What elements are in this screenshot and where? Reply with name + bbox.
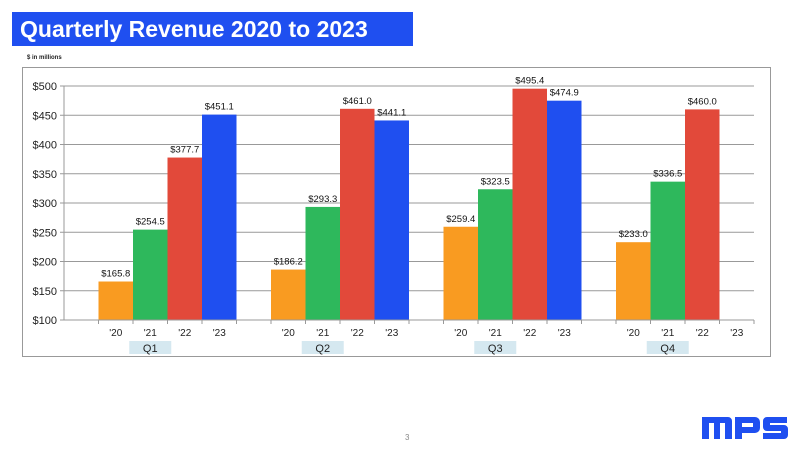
bar xyxy=(685,109,720,321)
bar xyxy=(443,226,478,320)
data-label: $323.5 xyxy=(481,176,510,187)
x-tick-label: '22 xyxy=(351,328,364,339)
data-label: $186.2 xyxy=(274,257,303,268)
group-label-bg xyxy=(129,341,172,354)
data-label: $377.7 xyxy=(170,145,199,156)
group-label: Q2 xyxy=(315,343,330,355)
x-tick-label: '23 xyxy=(213,328,226,339)
mps-logo xyxy=(702,417,788,439)
x-tick-label: '23 xyxy=(730,328,743,339)
x-tick-label: '21 xyxy=(661,328,674,339)
y-tick-label: $450 xyxy=(33,110,57,122)
data-label: $259.4 xyxy=(446,214,475,225)
data-label: $461.0 xyxy=(343,96,372,107)
y-tick-label: $150 xyxy=(33,286,57,298)
slide-title: Quarterly Revenue 2020 to 2023 xyxy=(12,12,413,46)
bar xyxy=(547,100,582,320)
page-number: 3 xyxy=(405,433,410,442)
data-label: $254.5 xyxy=(136,217,165,228)
y-tick-label: $500 xyxy=(33,81,57,93)
y-tick-label: $250 xyxy=(33,227,57,239)
bar xyxy=(512,88,547,320)
bar xyxy=(374,120,409,320)
x-tick-label: '20 xyxy=(109,328,122,339)
data-label: $474.9 xyxy=(550,88,579,99)
x-tick-label: '23 xyxy=(558,328,571,339)
y-tick-label: $100 xyxy=(33,315,57,327)
x-tick-label: '21 xyxy=(144,328,157,339)
bar xyxy=(616,242,651,320)
unit-label: $ in millions xyxy=(27,55,62,61)
x-tick-label: '22 xyxy=(178,328,191,339)
data-label: $451.1 xyxy=(205,102,234,113)
x-tick-label: '22 xyxy=(523,328,536,339)
x-tick-label: '21 xyxy=(316,328,329,339)
bar xyxy=(271,269,306,320)
group-label-bg xyxy=(474,341,517,354)
x-tick-label: '20 xyxy=(282,328,295,339)
x-tick-label: '20 xyxy=(627,328,640,339)
x-tick-label: '20 xyxy=(454,328,467,339)
y-tick-label: $400 xyxy=(33,140,57,152)
x-tick-label: '23 xyxy=(385,328,398,339)
y-tick-label: $200 xyxy=(33,257,57,269)
data-label: $336.5 xyxy=(653,169,682,180)
data-label: $293.3 xyxy=(308,194,337,205)
group-label: Q3 xyxy=(488,343,503,355)
data-label: $460.0 xyxy=(688,96,717,107)
bar xyxy=(650,181,685,320)
data-label: $233.0 xyxy=(619,229,648,240)
bar xyxy=(167,157,202,320)
y-tick-label: $300 xyxy=(33,198,57,210)
bar xyxy=(305,206,340,320)
bar xyxy=(133,229,168,320)
bar xyxy=(98,281,133,320)
bar xyxy=(340,108,375,320)
data-label: $441.1 xyxy=(377,107,406,118)
bar xyxy=(202,114,237,320)
group-label-bg xyxy=(301,341,344,354)
chart-frame xyxy=(22,67,771,357)
x-tick-label: '21 xyxy=(489,328,502,339)
data-label: $165.8 xyxy=(101,269,130,280)
group-label: Q4 xyxy=(660,343,675,355)
group-label-bg xyxy=(646,341,689,354)
group-label: Q1 xyxy=(143,343,158,355)
data-label: $495.4 xyxy=(515,76,544,87)
x-tick-label: '22 xyxy=(696,328,709,339)
y-tick-label: $350 xyxy=(33,169,57,181)
bar xyxy=(478,189,513,320)
